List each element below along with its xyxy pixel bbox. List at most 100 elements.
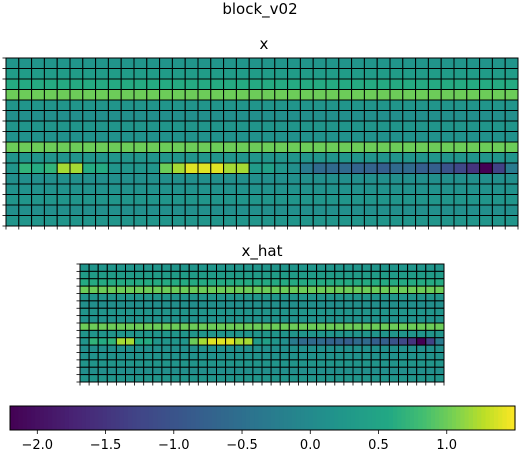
heatmap-cell [388, 352, 399, 361]
heatmap-cell [351, 99, 365, 111]
heatmap-cell [171, 120, 186, 132]
heatmap-cell [491, 57, 506, 69]
heatmap-cell [159, 110, 173, 122]
heatmap-cell [252, 315, 263, 324]
colorbar-segment [228, 406, 234, 430]
heatmap-cell [416, 307, 427, 317]
heatmap-cell [133, 141, 148, 153]
heatmap-cell [307, 270, 318, 280]
heatmap-cell [171, 89, 186, 101]
heatmap-cell [334, 329, 345, 339]
heatmap-cell [115, 300, 127, 309]
heatmap-cell [43, 152, 58, 164]
heatmap-cell [270, 270, 281, 280]
heatmap-cell [79, 329, 90, 339]
heatmap-cell [261, 162, 276, 174]
colorbar-segment [157, 406, 163, 430]
heatmap-cell [252, 293, 263, 302]
heatmap-cell [466, 99, 481, 111]
heatmap-cell [225, 293, 236, 302]
heatmap-cell [388, 359, 399, 368]
heatmap-cell [416, 337, 427, 346]
heatmap-cell [270, 285, 281, 294]
heatmap-cell [107, 78, 122, 90]
heatmap-cell [379, 366, 390, 376]
heatmap-cell [402, 215, 417, 227]
heatmap-cell [69, 215, 84, 227]
heatmap-cell [361, 307, 372, 317]
heatmap-cell [389, 173, 404, 185]
heatmap-cell [376, 162, 391, 174]
heatmap-cell [312, 215, 327, 227]
heatmap-cell [88, 263, 99, 272]
heatmap-cell [398, 263, 409, 272]
colorbar-segment [477, 406, 482, 430]
heatmap-cell [18, 78, 33, 90]
heatmap-cell [252, 278, 263, 287]
heatmap-cell [188, 270, 199, 280]
heatmap-cell [363, 183, 378, 195]
heatmap-cell [159, 57, 173, 69]
heatmap-cell [125, 300, 136, 309]
heatmap-cell [107, 173, 122, 185]
heatmap-cell [171, 110, 186, 122]
heatmap-cell [274, 183, 289, 195]
heatmap-cell [297, 322, 308, 331]
heatmap-cell [453, 120, 468, 132]
heatmap-cell [161, 285, 172, 294]
heatmap-cell [188, 337, 199, 346]
heatmap-cell [79, 278, 90, 287]
colorbar-segment [363, 406, 369, 430]
heatmap-cell [69, 120, 84, 132]
heatmap-cell [466, 120, 481, 132]
heatmap-cell [159, 99, 173, 111]
heatmap-cell [402, 183, 417, 195]
heatmap-cell [43, 131, 58, 143]
colorbar-segment [380, 406, 386, 430]
heatmap-cell [95, 194, 109, 206]
heatmap-cell [261, 204, 276, 216]
heatmap-cell [279, 366, 290, 376]
heatmap-cell [56, 194, 71, 206]
heatmap-cell [279, 337, 290, 346]
heatmap-cell [389, 110, 404, 122]
heatmap-cell [343, 278, 354, 287]
heatmap-cell [97, 307, 108, 317]
heatmap-cell [235, 131, 250, 143]
heatmap-cell [407, 337, 418, 346]
colorbar-segment [435, 406, 440, 430]
heatmap-cell [133, 152, 148, 164]
heatmap-cell [188, 307, 199, 317]
heatmap-cell [107, 162, 122, 174]
heatmap-cell [466, 89, 481, 101]
heatmap-cell [216, 329, 227, 339]
heatmap-cell [466, 78, 481, 90]
heatmap-cell [288, 285, 299, 294]
heatmap-cell [316, 285, 327, 294]
heatmap-cell [297, 278, 308, 287]
heatmap-cell [223, 141, 237, 153]
heatmap-cell [234, 300, 245, 309]
heatmap-cell [307, 322, 318, 331]
heatmap-cell [351, 131, 365, 143]
heatmap-cell [316, 322, 327, 331]
heatmap-cell [120, 78, 135, 90]
heatmap-cell [416, 263, 427, 272]
heatmap-cell [352, 307, 363, 317]
heatmap-cell [152, 263, 163, 272]
heatmap-cell [388, 366, 399, 376]
heatmap-cell [453, 215, 468, 227]
heatmap-cell [504, 68, 519, 80]
heatmap-cell [343, 285, 354, 294]
heatmap-cell [82, 152, 97, 164]
heatmap-cell [343, 263, 354, 272]
colorbar-segment [85, 406, 91, 430]
heatmap-cell [370, 322, 381, 331]
heatmap-cell [107, 152, 122, 164]
heatmap-cell [440, 110, 455, 122]
heatmap-cell [334, 322, 345, 331]
heatmap-cell [453, 89, 468, 101]
colorbar-segment [47, 406, 53, 430]
heatmap-cell [407, 278, 418, 287]
heatmap-cell [479, 162, 493, 174]
